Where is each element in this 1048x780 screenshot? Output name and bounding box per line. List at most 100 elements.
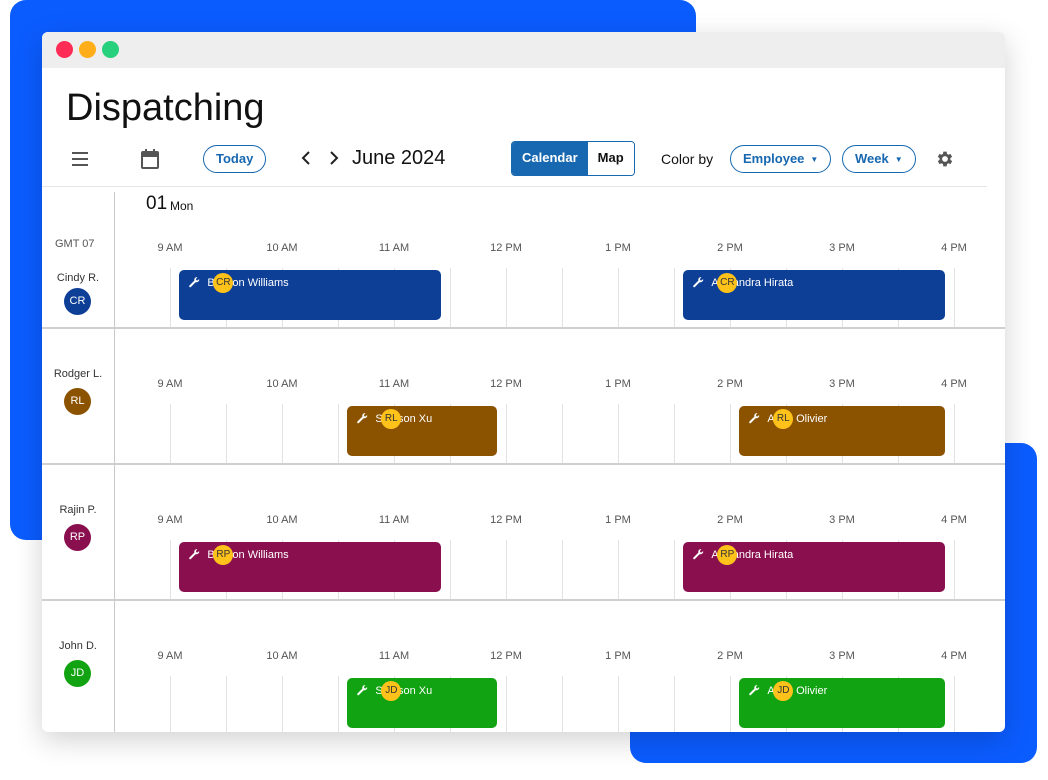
hour-label: 11 AM bbox=[378, 650, 410, 662]
job-card[interactable]: Samson Xu JD bbox=[347, 678, 497, 728]
grid-line bbox=[618, 268, 619, 328]
hour-label: 1 PM bbox=[605, 650, 631, 662]
toolbar-divider bbox=[42, 186, 987, 187]
calendar-icon[interactable] bbox=[140, 148, 160, 170]
calendar-view-button[interactable]: Calendar bbox=[512, 142, 588, 175]
grid-line bbox=[954, 404, 955, 464]
hour-label: 11 AM bbox=[378, 514, 410, 526]
grid-line bbox=[618, 540, 619, 600]
hour-label: 2 PM bbox=[717, 650, 743, 662]
today-button[interactable]: Today bbox=[203, 145, 267, 173]
hour-label: 12 PM bbox=[490, 378, 522, 390]
color-by-dropdown[interactable]: Employee ▼ bbox=[730, 145, 832, 173]
hour-label: 9 AM bbox=[157, 514, 183, 526]
app-window: Dispatching Today June 2024 Calendar Map… bbox=[42, 32, 1005, 732]
employee-row: Rajin P. RP 9 AM 10 AM 11 AM 12 PM 1 PM 2 PM 3 P… bbox=[42, 463, 1005, 600]
grid-line bbox=[170, 404, 171, 464]
job-card[interactable]: Anne Olivier JD bbox=[739, 678, 945, 728]
hour-label: 12 PM bbox=[490, 514, 522, 526]
hour-label: 9 AM bbox=[157, 650, 183, 662]
grid-line bbox=[450, 268, 451, 328]
color-by-label: Color by bbox=[661, 151, 714, 167]
employee-name: Rajin P. bbox=[59, 504, 97, 516]
grid-line bbox=[170, 676, 171, 732]
hour-label: 3 PM bbox=[829, 514, 855, 526]
hour-label: 3 PM bbox=[829, 242, 855, 254]
job-card[interactable]: Samson Xu RL bbox=[347, 406, 497, 456]
hour-label: 10 AM bbox=[266, 242, 298, 254]
employee-row: John D. JD 9 AM 10 AM 11 AM 12 PM 1 PM 2 PM 3 PM… bbox=[42, 599, 1005, 732]
hour-label: 10 AM bbox=[266, 650, 298, 662]
hour-label: 4 PM bbox=[941, 378, 967, 390]
month-label: June 2024 bbox=[352, 147, 446, 169]
grid-line bbox=[674, 540, 675, 600]
grid-line bbox=[954, 268, 955, 328]
chevron-right-icon[interactable] bbox=[326, 148, 342, 168]
menu-icon[interactable] bbox=[70, 149, 92, 169]
grid-line bbox=[170, 540, 171, 600]
employee-row: Rodger L. RL 9 AM 10 AM 11 AM 12 PM 1 PM 2 PM 3 … bbox=[42, 327, 1005, 464]
job-card[interactable]: Benson Williams RP bbox=[179, 542, 441, 592]
map-view-button[interactable]: Map bbox=[587, 142, 634, 175]
job-assignee-badge: JD bbox=[381, 681, 402, 701]
color-by-value: Employee bbox=[743, 151, 805, 166]
hour-label: 4 PM bbox=[941, 242, 967, 254]
avatar[interactable]: RP bbox=[64, 524, 91, 551]
range-dropdown[interactable]: Week ▼ bbox=[842, 145, 916, 173]
job-card[interactable]: Alexandra Hirata RP bbox=[683, 542, 945, 592]
window-maximize-dot[interactable] bbox=[102, 41, 119, 58]
caret-down-icon: ▼ bbox=[810, 155, 819, 165]
job-card[interactable]: Anne Olivier RL bbox=[739, 406, 945, 456]
grid-line bbox=[954, 540, 955, 600]
hour-label: 10 AM bbox=[266, 378, 298, 390]
avatar[interactable]: RL bbox=[64, 388, 91, 415]
grid-line bbox=[730, 404, 731, 464]
employee-name: Cindy R. bbox=[56, 272, 100, 284]
wrench-icon bbox=[189, 549, 200, 560]
grid-line bbox=[506, 404, 507, 464]
day-name: Mon bbox=[170, 199, 194, 213]
job-assignee-badge: JD bbox=[773, 681, 794, 701]
job-assignee-badge: CR bbox=[213, 273, 234, 293]
grid-line bbox=[282, 404, 283, 464]
row-separator bbox=[42, 463, 1005, 465]
job-assignee-badge: RL bbox=[381, 409, 402, 429]
hour-label: 10 AM bbox=[266, 514, 298, 526]
grid-line bbox=[618, 404, 619, 464]
grid-line bbox=[506, 540, 507, 600]
window-close-dot[interactable] bbox=[56, 41, 73, 58]
window-titlebar bbox=[42, 32, 1005, 68]
job-assignee-badge: RP bbox=[717, 545, 738, 565]
range-value: Week bbox=[855, 151, 889, 166]
window-minimize-dot[interactable] bbox=[79, 41, 96, 58]
job-assignee-badge: RL bbox=[773, 409, 794, 429]
employee-name: John D. bbox=[59, 640, 97, 652]
grid-line bbox=[954, 676, 955, 732]
hour-label: 2 PM bbox=[717, 242, 743, 254]
hour-label: 4 PM bbox=[941, 650, 967, 662]
grid-line bbox=[674, 404, 675, 464]
grid-line bbox=[562, 268, 563, 328]
grid-line bbox=[674, 268, 675, 328]
gear-icon[interactable] bbox=[935, 149, 955, 169]
grid-line bbox=[226, 676, 227, 732]
grid-line bbox=[282, 676, 283, 732]
hour-label: 11 AM bbox=[378, 378, 410, 390]
chevron-left-icon[interactable] bbox=[298, 148, 314, 168]
hour-label: 9 AM bbox=[157, 242, 183, 254]
wrench-icon bbox=[749, 685, 760, 696]
grid-line bbox=[170, 268, 171, 328]
job-card[interactable]: Alexandra Hirata CR bbox=[683, 270, 945, 320]
job-card[interactable]: Benson Williams CR bbox=[179, 270, 441, 320]
hour-label: 1 PM bbox=[605, 378, 631, 390]
hour-label: 4 PM bbox=[941, 514, 967, 526]
grid-line bbox=[562, 540, 563, 600]
hour-label: 1 PM bbox=[605, 242, 631, 254]
avatar[interactable]: CR bbox=[64, 288, 91, 315]
timezone-label: GMT 07 bbox=[55, 238, 95, 250]
grid-line bbox=[226, 404, 227, 464]
grid-line bbox=[338, 676, 339, 732]
hour-label: 1 PM bbox=[605, 514, 631, 526]
hour-label: 3 PM bbox=[829, 650, 855, 662]
avatar[interactable]: JD bbox=[64, 660, 91, 687]
